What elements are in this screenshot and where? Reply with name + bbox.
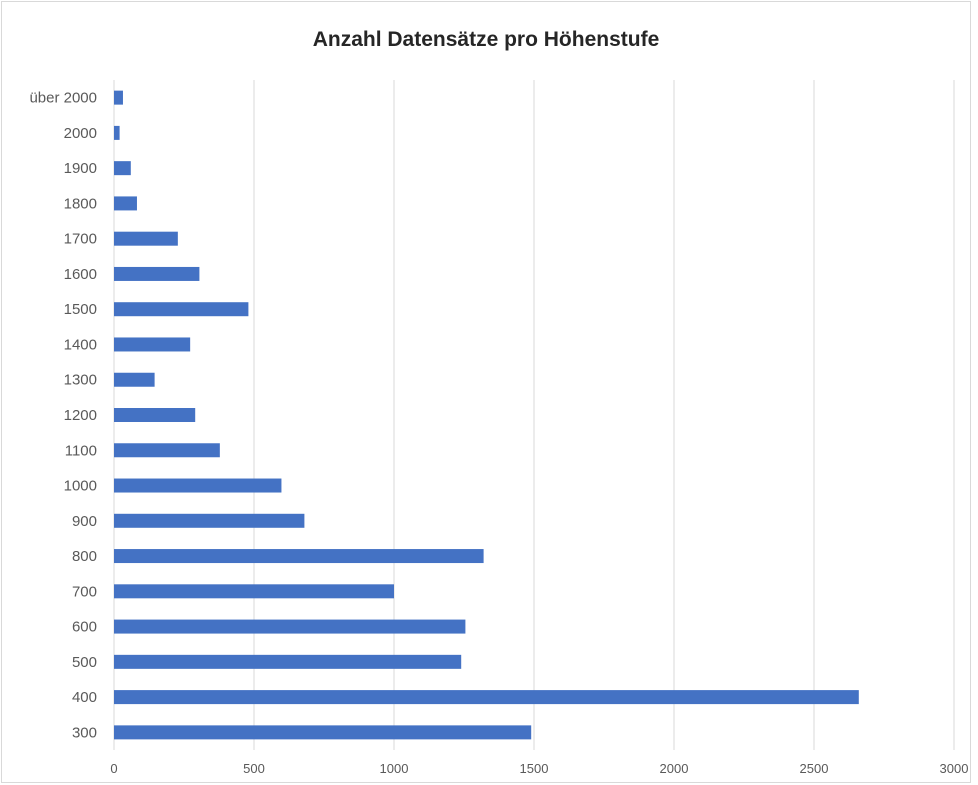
y-category-label: 1700 xyxy=(64,231,97,248)
bar-900 xyxy=(114,513,305,528)
y-category-label: 1600 xyxy=(64,266,97,283)
y-category-label: 300 xyxy=(72,724,97,741)
bar-1200 xyxy=(114,408,196,422)
x-tick-label: 1500 xyxy=(520,761,549,776)
y-category-label: 500 xyxy=(72,654,97,671)
chart-title: Anzahl Datensätze pro Höhenstufe xyxy=(312,28,660,51)
y-category-label: 900 xyxy=(72,513,97,530)
y-category-label: 400 xyxy=(72,689,97,706)
gridlines xyxy=(113,80,955,750)
y-category-label: 1800 xyxy=(64,195,97,212)
bar-600 xyxy=(114,619,466,634)
y-category-label: 2000 xyxy=(64,125,97,142)
y-axis-labels: 300 400 500 600 700 800 900 1000 1100 1200 1300 140… xyxy=(29,90,97,742)
bar-2000 xyxy=(114,125,120,140)
bar-1900 xyxy=(114,161,131,176)
y-category-label: 800 xyxy=(72,548,97,565)
x-axis-labels: 0 500 1000 1500 2000 2500 3000 xyxy=(110,761,968,776)
y-category-label: 1500 xyxy=(64,301,97,318)
bar-1400 xyxy=(114,337,191,352)
x-tick-label: 0 xyxy=(110,761,117,776)
bar-1500 xyxy=(114,302,249,317)
bars xyxy=(114,90,859,740)
y-category-label: 1200 xyxy=(64,407,97,424)
y-category-label: 1000 xyxy=(64,478,97,495)
y-category-label: 1300 xyxy=(64,372,97,389)
bar-500 xyxy=(114,654,462,669)
y-category-label: 1100 xyxy=(65,442,97,459)
bar-1300 xyxy=(114,372,155,387)
x-tick-label: 1000 xyxy=(380,761,409,776)
bar-1100 xyxy=(114,443,220,458)
y-category-label: 700 xyxy=(72,583,97,600)
x-tick-label: 2000 xyxy=(660,761,689,776)
bar-300 xyxy=(114,725,532,740)
bar-über-2000 xyxy=(114,90,123,105)
y-category-label: 1400 xyxy=(64,336,97,353)
bar-1600 xyxy=(114,266,200,281)
bar-800 xyxy=(114,549,484,564)
bar-400 xyxy=(114,690,859,705)
bar-1700 xyxy=(114,231,178,246)
x-tick-label: 500 xyxy=(243,761,265,776)
y-category-label: über 2000 xyxy=(29,90,97,107)
bar-1000 xyxy=(114,478,282,493)
bar-700 xyxy=(114,584,394,599)
x-tick-label: 2500 xyxy=(800,761,829,776)
bar-1800 xyxy=(114,196,137,211)
y-category-label: 600 xyxy=(72,619,97,636)
x-tick-label: 3000 xyxy=(940,761,969,776)
y-category-label: 1900 xyxy=(64,160,97,177)
